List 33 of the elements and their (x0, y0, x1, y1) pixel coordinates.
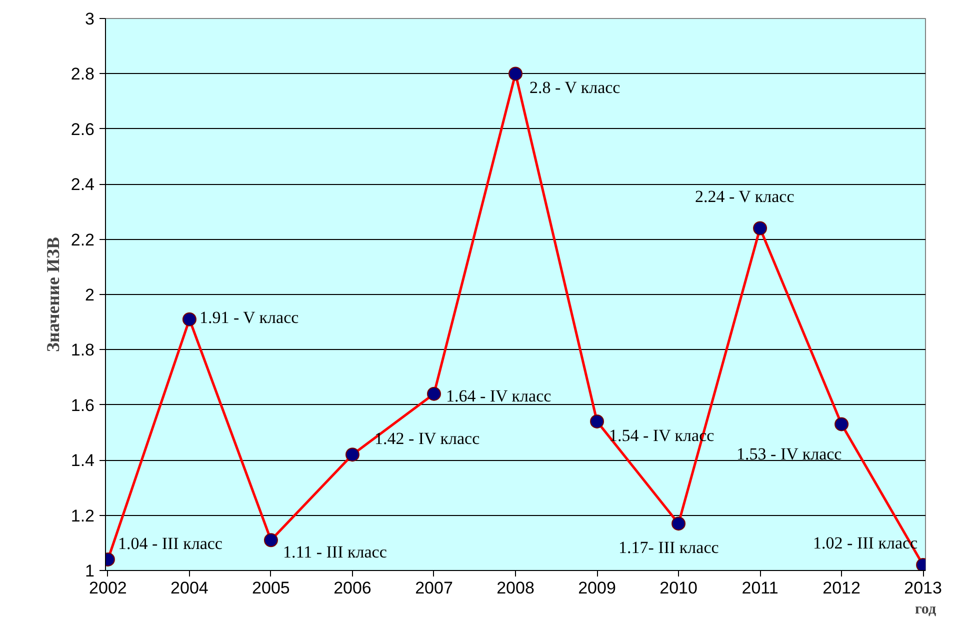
y-tick-label: 1.2 (70, 506, 95, 526)
data-label: 1.91 - V класс (199, 308, 300, 327)
y-tick-label: 2 (85, 286, 95, 304)
data-label: 2.24 - V класс (695, 186, 795, 206)
data-label: 1.53 - IV класс (736, 444, 842, 464)
y-tick-label: 1.4 (70, 451, 95, 470)
y-tick-label: 2.4 (70, 175, 95, 194)
y-tick-label: 1.8 (70, 340, 95, 360)
x-tick-label: 2012 (822, 578, 860, 598)
x-tick-label: 2008 (496, 578, 534, 598)
y-tick-label: 3 (85, 10, 95, 28)
y-tick-label: 2.6 (70, 120, 95, 139)
x-tick-label: 2010 (660, 578, 698, 598)
x-tick-label: 2006 (334, 578, 372, 598)
data-label: 1.17- III класс (618, 538, 720, 558)
y-tick-label: 2.2 (70, 230, 95, 250)
data-label: 1.42 - IV класс (374, 429, 480, 448)
x-tick-label: 2004 (170, 578, 208, 598)
y-tick-label: 1.6 (70, 396, 95, 415)
y-tick-label: 1 (85, 562, 95, 580)
x-axis-title: год (914, 602, 936, 618)
data-label: 2.8 - V класс (530, 78, 621, 98)
y-axis-title: Значение ИЗВ (42, 236, 63, 352)
data-label: 1.64 - IV класс (446, 386, 552, 406)
x-tick-label: 2013 (904, 578, 942, 598)
y-tick-label: 2.8 (70, 64, 95, 84)
x-tick-label: 2005 (252, 578, 290, 598)
x-tick-label: 2002 (89, 578, 127, 598)
x-tick-label: 2007 (415, 578, 453, 598)
data-label: 1.11 - III класс (282, 542, 388, 562)
data-label: 1.04 - III класс (118, 534, 223, 553)
x-tick-label: 2011 (742, 578, 778, 598)
x-tick-label: 2009 (578, 578, 616, 598)
